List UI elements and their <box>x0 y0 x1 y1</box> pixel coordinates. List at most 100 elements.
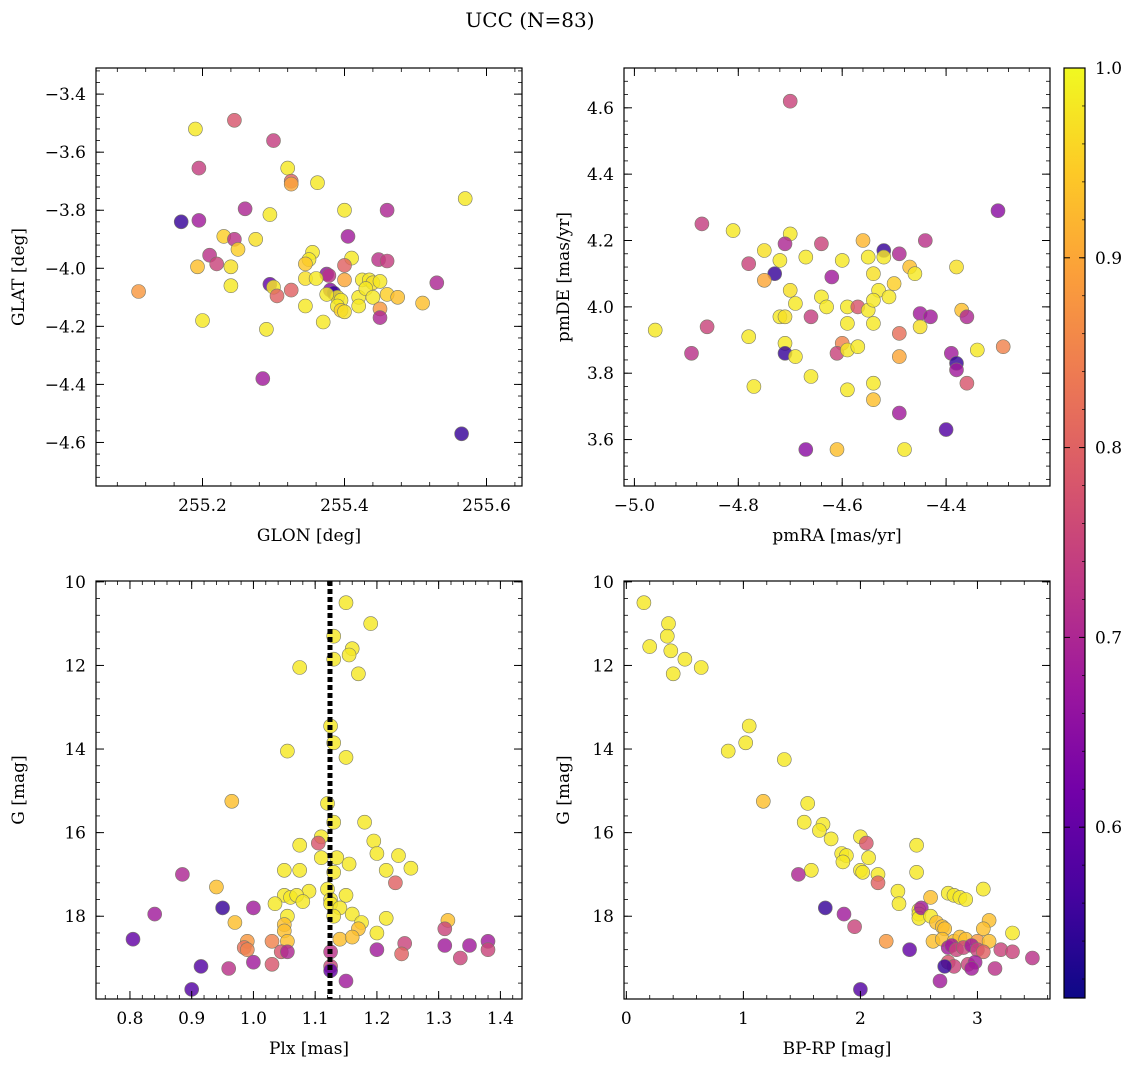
x-axis-label: pmRA [mas/yr] <box>772 526 901 546</box>
scatter-point <box>276 862 292 878</box>
scatter-point <box>337 304 352 320</box>
scatter-point <box>341 856 357 872</box>
scatter-point <box>283 176 299 192</box>
scatter-point <box>746 379 762 394</box>
scatter-point <box>949 362 964 378</box>
scatter-point <box>782 282 798 298</box>
scatter-point <box>803 862 819 878</box>
x-tick-label: 1 <box>738 1009 749 1029</box>
scatter-point <box>923 890 938 905</box>
scatter-point <box>125 931 141 947</box>
y-tick-label: 14 <box>64 740 86 760</box>
scatter-point <box>661 616 676 631</box>
points-pmra-pmde <box>647 93 1011 457</box>
scatter-point <box>280 944 295 960</box>
scatter-point <box>850 339 866 355</box>
scatter-point <box>248 232 263 247</box>
scatter-point <box>647 322 663 338</box>
scatter-point <box>1005 944 1020 960</box>
scatter-point <box>861 850 876 866</box>
scatter-point <box>741 256 757 272</box>
scatter-point <box>990 203 1006 218</box>
scatter-point <box>975 881 991 897</box>
scatter-point <box>351 666 366 682</box>
scatter-point <box>369 942 385 958</box>
scatter-point <box>313 850 329 866</box>
scatter-point <box>840 316 855 331</box>
scatter-point <box>295 894 311 909</box>
scatter-point <box>886 276 902 291</box>
scatter-point <box>310 835 326 851</box>
scatter-point <box>959 375 975 391</box>
scatter-point <box>855 233 871 248</box>
scatter-point <box>891 349 907 364</box>
x-axis-label: Plx [mas] <box>269 1039 349 1059</box>
y-axis-label: pmDE [mas/yr] <box>554 212 574 342</box>
scatter-point <box>191 160 207 176</box>
scatter-point <box>909 837 924 853</box>
scatter-point <box>866 316 881 331</box>
scatter-point <box>836 906 852 922</box>
scatter-point <box>677 651 693 667</box>
scatter-point <box>866 375 881 391</box>
scatter-point <box>337 272 352 288</box>
axes-frame <box>95 580 523 1000</box>
x-tick-label: 0 <box>621 1009 632 1029</box>
scatter-point <box>266 133 281 148</box>
scatter-point <box>369 846 385 861</box>
y-tick-label: 3.6 <box>587 431 614 451</box>
scatter-point <box>372 274 388 289</box>
scatter-point <box>332 931 348 947</box>
scatter-point <box>173 214 189 230</box>
scatter-point <box>958 892 974 907</box>
scatter-point <box>819 299 834 315</box>
points-plx-g <box>125 595 496 997</box>
scatter-point <box>415 295 430 311</box>
colorbar-tick-label: 0.8 <box>1095 439 1122 459</box>
y-axis-label: G [mag] <box>554 755 574 824</box>
scatter-point <box>457 191 473 206</box>
scatter-point <box>319 287 335 302</box>
scatter-point <box>378 862 394 878</box>
scatter-point <box>866 266 881 282</box>
scatter-point <box>369 925 385 941</box>
scatter-point <box>881 289 897 305</box>
x-tick-label: 1.4 <box>487 1009 514 1029</box>
scatter-point <box>193 959 209 974</box>
scatter-point <box>693 660 709 675</box>
scatter-point <box>891 326 907 341</box>
scatter-point <box>224 793 240 809</box>
x-tick-label: −4.8 <box>718 496 759 516</box>
scatter-point <box>338 887 354 903</box>
scatter-point <box>390 289 406 305</box>
scatter-point <box>280 743 295 759</box>
scatter-point <box>720 743 736 759</box>
scatter-point <box>938 422 954 437</box>
scatter-point <box>326 735 342 751</box>
scatter-point <box>188 121 203 137</box>
scatter-point <box>699 319 715 335</box>
scatter-point <box>878 933 894 949</box>
scatter-point <box>840 382 855 398</box>
scatter-point <box>338 973 354 989</box>
scatter-point <box>772 253 788 268</box>
y-tick-label: 4.4 <box>587 165 614 185</box>
scatter-point <box>949 259 964 275</box>
scatter-point <box>823 831 839 847</box>
scatter-point <box>891 246 907 262</box>
scatter-point <box>987 961 1003 976</box>
scatter-point <box>264 956 280 972</box>
scatter-point <box>891 405 907 421</box>
scatter-point <box>452 950 468 966</box>
x-tick-label: 3 <box>972 1009 983 1029</box>
y-tick-label: −4.4 <box>45 375 86 395</box>
scatter-point <box>803 369 819 384</box>
x-tick-label: 1.2 <box>363 1009 390 1029</box>
scatter-point <box>321 268 337 283</box>
scatter-point <box>223 259 239 275</box>
scatter-point <box>341 647 357 663</box>
x-tick-label: 255.6 <box>462 496 511 516</box>
x-tick-label: 1.1 <box>302 1009 329 1029</box>
scatter-point <box>391 848 406 863</box>
scatter-point <box>230 242 246 257</box>
